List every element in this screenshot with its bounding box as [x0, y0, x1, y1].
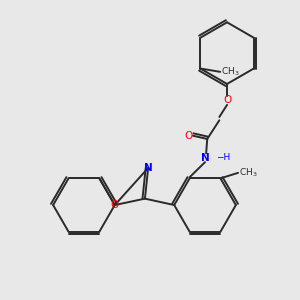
Text: CH$_3$: CH$_3$: [239, 167, 258, 179]
Text: −H: −H: [216, 153, 230, 162]
Text: O: O: [223, 95, 231, 106]
Text: O: O: [111, 200, 119, 210]
Text: N: N: [144, 163, 152, 173]
Text: O: O: [184, 131, 193, 141]
Text: CH$_3$: CH$_3$: [221, 66, 240, 78]
Text: N: N: [201, 153, 209, 163]
